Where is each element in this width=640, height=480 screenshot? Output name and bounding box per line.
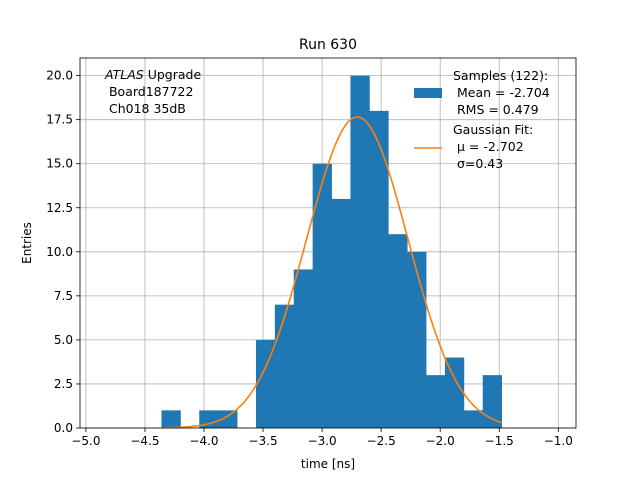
legend: Samples (122): Mean = -2.704 RMS = 0.479… [414, 68, 550, 171]
y-tick-label: 10.0 [46, 245, 73, 259]
legend-histogram-line-1: Samples (122): [453, 68, 548, 83]
legend-fit-line-3: σ=0.43 [453, 156, 503, 171]
y-tick-label: 7.5 [54, 289, 73, 303]
annotation-line-2: Board187722 [105, 84, 193, 99]
x-axis-label: time [ns] [301, 457, 355, 471]
histogram-bar [218, 410, 238, 428]
gaussian-fit-curve [161, 116, 502, 429]
histogram-bar [312, 163, 332, 428]
annotation-line-3: Ch018 35dB [105, 101, 186, 116]
x-tick-label: −5.0 [71, 434, 100, 448]
x-tick-label: −4.5 [130, 434, 159, 448]
x-tick-label: −2.0 [426, 434, 455, 448]
histogram-bar [426, 375, 446, 428]
x-tick-label: −1.0 [544, 434, 573, 448]
histogram-bar [482, 375, 502, 428]
histogram-bar [350, 75, 370, 428]
axis-ticks: −5.0 −4.5 −4.0 −3.5 −3.0 −2.5 −2.0 −1.5 −1.0 0.0 2… [46, 69, 573, 448]
x-tick-label: −3.0 [308, 434, 337, 448]
annotation-atlas: ATLAS [104, 67, 144, 82]
y-tick-label: 20.0 [46, 69, 73, 83]
histogram-bar [407, 251, 427, 428]
y-tick-label: 0.0 [54, 421, 73, 435]
histogram-bar [293, 269, 314, 428]
x-tick-label: −2.5 [367, 434, 396, 448]
histogram-bar [388, 234, 408, 428]
histogram-bar [255, 339, 276, 428]
histogram-bar [331, 198, 351, 428]
histogram-bar [274, 304, 295, 428]
histogram-bar [161, 410, 181, 428]
x-tick-label: −3.5 [248, 434, 277, 448]
x-tick-label: −4.0 [189, 434, 218, 448]
histogram-bars [161, 75, 502, 428]
y-tick-label: 17.5 [46, 113, 73, 127]
plot-frame [79, 57, 577, 429]
legend-histogram-line-3: RMS = 0.479 [453, 102, 539, 117]
y-tick-label: 2.5 [54, 377, 73, 391]
legend-fit-line-2: μ = -2.702 [453, 139, 524, 154]
histogram-bar [369, 110, 389, 428]
x-tick-label: −1.5 [485, 434, 514, 448]
histogram-bar [444, 357, 465, 428]
y-tick-label: 12.5 [46, 201, 73, 215]
y-axis-label: Entries [20, 222, 34, 264]
annotation-line-1: ATLAS Upgrade [104, 67, 201, 82]
chart-title: Run 630 [299, 37, 357, 53]
histogram-bar [463, 410, 484, 428]
annotation-box: ATLAS Upgrade Board187722 Ch018 35dB [104, 67, 201, 116]
legend-fit-line-1: Gaussian Fit: [453, 122, 533, 137]
legend-histogram-line-2: Mean = -2.704 [453, 85, 550, 100]
histogram-bar [199, 410, 219, 428]
y-tick-label: 15.0 [46, 157, 73, 171]
annotation-upgrade: Upgrade [144, 67, 202, 82]
y-tick-label: 5.0 [54, 333, 73, 347]
legend-histogram-swatch [414, 88, 442, 98]
gaussian-fit [161, 116, 502, 429]
